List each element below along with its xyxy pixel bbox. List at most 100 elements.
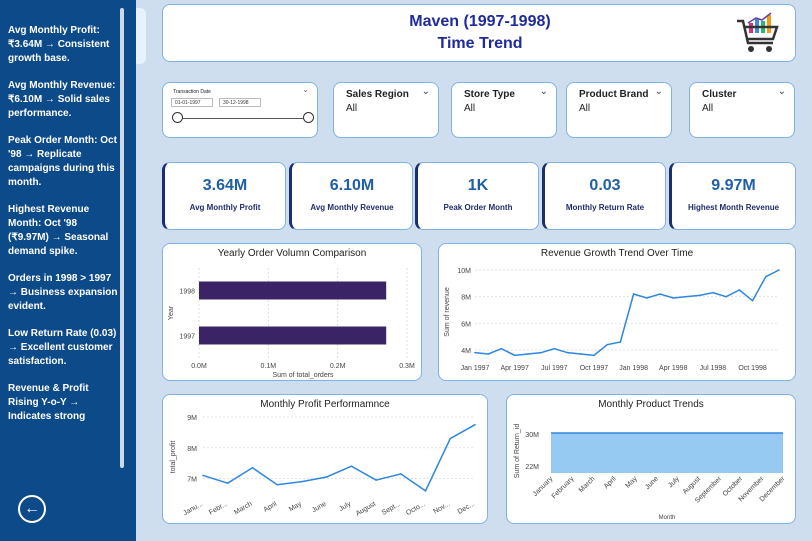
data-point bbox=[202, 474, 204, 477]
data-point bbox=[400, 473, 402, 475]
data-point bbox=[474, 423, 476, 426]
slicer-value[interactable]: All bbox=[464, 103, 476, 114]
x-tick-label: Dec... bbox=[457, 501, 476, 516]
store-type-slicer[interactable]: Store Type ⌄ All bbox=[451, 82, 557, 138]
data-point bbox=[226, 482, 229, 484]
x-tick-label: 0.3M bbox=[399, 363, 415, 370]
data-point bbox=[487, 353, 490, 355]
y-tick-label: 22M bbox=[525, 464, 539, 471]
x-tick-label: Apr 1997 bbox=[500, 365, 529, 372]
revenue-line bbox=[474, 269, 780, 357]
data-point bbox=[553, 347, 556, 350]
end-date-input[interactable]: 30-12-1998 bbox=[219, 98, 261, 107]
area-fill bbox=[551, 433, 783, 473]
insight-note: Low Return Rate (0.03) → Excellent custo… bbox=[8, 328, 117, 367]
date-range-end-handle[interactable] bbox=[303, 112, 314, 123]
kpi-label: Avg Monthly Revenue bbox=[310, 203, 394, 212]
x-tick-label: Janu... bbox=[182, 501, 204, 518]
kpi-card: 9.97M Highest Month Revenue bbox=[669, 162, 796, 230]
y-tick-label: 4M bbox=[461, 348, 471, 355]
chart-title: Monthly Product Trends bbox=[598, 399, 704, 410]
slicer-label: Cluster bbox=[702, 89, 737, 100]
cluster-slicer[interactable]: Cluster ⌄ All bbox=[689, 82, 795, 138]
slicer-value[interactable]: All bbox=[579, 103, 591, 114]
data-point bbox=[725, 295, 727, 298]
product-brand-slicer[interactable]: Product Brand ⌄ All bbox=[566, 82, 672, 138]
insight-note: Peak Order Month: Oct '98 → Replicate ca… bbox=[8, 135, 117, 188]
chevron-down-icon[interactable]: ⌄ bbox=[302, 85, 309, 94]
y-axis-label: Sum of Return_id bbox=[514, 424, 521, 479]
arrow-left-circle-icon[interactable]: ← bbox=[18, 495, 46, 523]
x-tick-label: March bbox=[578, 475, 597, 494]
kpi-value: 3.64M bbox=[202, 177, 248, 194]
bar-chart-svg: 0.0M 0.1M 0.2M 0.3M 1998 1997 Sum of total_ord… bbox=[168, 268, 415, 379]
monthly-profit-chart: Monthly Profit Performamnce 7M 8M 9M Janu..… bbox=[162, 394, 488, 524]
x-axis-label: Sum of total_orders bbox=[272, 372, 334, 379]
insight-note: Revenue & Profit Rising Y-o-Y → Indicate… bbox=[8, 383, 89, 422]
y-tick-label: 30M bbox=[525, 432, 539, 439]
date-range-track bbox=[177, 118, 309, 119]
kpi-label: Avg Monthly Profit bbox=[189, 203, 261, 212]
x-tick-label: June bbox=[644, 475, 660, 491]
slicer-value[interactable]: All bbox=[346, 103, 358, 114]
page-title: Maven (1997-1998) bbox=[409, 13, 551, 30]
data-point bbox=[632, 293, 635, 295]
data-point bbox=[325, 476, 328, 478]
chevron-down-icon[interactable]: ⌄ bbox=[654, 86, 663, 97]
sidebar-toggle-tab[interactable] bbox=[136, 8, 146, 64]
data-point bbox=[449, 437, 452, 440]
y-tick-label: 7M bbox=[187, 477, 197, 484]
kpi-value: 1K bbox=[467, 177, 489, 194]
y-axis-label: Sum of revenue bbox=[444, 287, 451, 337]
data-point bbox=[527, 353, 529, 355]
x-tick-label: Febr... bbox=[208, 501, 229, 517]
x-tick-label: May bbox=[288, 500, 303, 513]
page-subtitle: Time Trend bbox=[437, 35, 523, 52]
chevron-down-icon[interactable]: ⌄ bbox=[777, 86, 786, 97]
insight-note: Highest Revenue Month: Oct '98 (₹9.97M) … bbox=[8, 204, 109, 257]
y-axis-label: Year bbox=[168, 305, 175, 320]
date-slicer-label: Transaction Date bbox=[173, 89, 211, 95]
chart-title: Yearly Order Volumn Comparison bbox=[217, 248, 367, 259]
x-tick-label: Oct 1997 bbox=[580, 365, 609, 372]
data-point bbox=[579, 353, 582, 355]
slicer-value[interactable]: All bbox=[702, 103, 714, 114]
x-tick-label: April bbox=[603, 475, 618, 490]
monthly-product-trends-chart: Monthly Product Trends 30M 22M January Febr… bbox=[506, 394, 796, 524]
kpi-label: Monthly Return Rate bbox=[565, 203, 645, 212]
data-point bbox=[251, 466, 254, 469]
x-tick-label: Oct 1998 bbox=[738, 365, 767, 372]
data-point bbox=[276, 483, 278, 486]
slicer-label: Sales Region bbox=[346, 89, 409, 100]
y-tick-label: 1998 bbox=[179, 289, 195, 296]
data-point bbox=[375, 479, 377, 481]
bar bbox=[199, 326, 387, 345]
yearly-order-chart: Yearly Order Volumn Comparison 0.0M 0.1M 0… bbox=[162, 243, 422, 381]
data-point bbox=[606, 343, 608, 346]
x-tick-label: May bbox=[624, 475, 639, 490]
y-tick-label: 9M bbox=[187, 415, 197, 422]
x-tick-label: Apr 1998 bbox=[659, 365, 688, 372]
kpi-value: 9.97M bbox=[711, 177, 756, 194]
bar bbox=[199, 281, 387, 300]
insight-note: Avg Monthly Profit: ₹3.64M → Consistent … bbox=[8, 25, 110, 64]
chevron-down-icon[interactable]: ⌄ bbox=[421, 86, 430, 97]
data-point bbox=[474, 351, 476, 354]
data-point bbox=[751, 299, 754, 302]
date-range-start-handle[interactable] bbox=[172, 112, 183, 123]
chart-title: Monthly Profit Performamnce bbox=[260, 399, 390, 410]
title-card: Maven (1997-1998) Time Trend bbox=[162, 4, 796, 62]
data-point bbox=[424, 490, 427, 492]
sales-region-slicer[interactable]: Sales Region ⌄ All bbox=[333, 82, 439, 138]
x-tick-label: Jul 1998 bbox=[700, 365, 727, 372]
data-point bbox=[659, 293, 661, 295]
data-point bbox=[593, 354, 595, 357]
data-point bbox=[301, 480, 303, 483]
sidebar-scrollbar[interactable] bbox=[120, 8, 124, 468]
start-date-input[interactable]: 01-01-1997 bbox=[171, 98, 213, 107]
data-point bbox=[672, 297, 675, 299]
data-point bbox=[513, 354, 516, 357]
y-tick-label: 8M bbox=[461, 295, 471, 302]
chevron-down-icon[interactable]: ⌄ bbox=[539, 86, 548, 97]
